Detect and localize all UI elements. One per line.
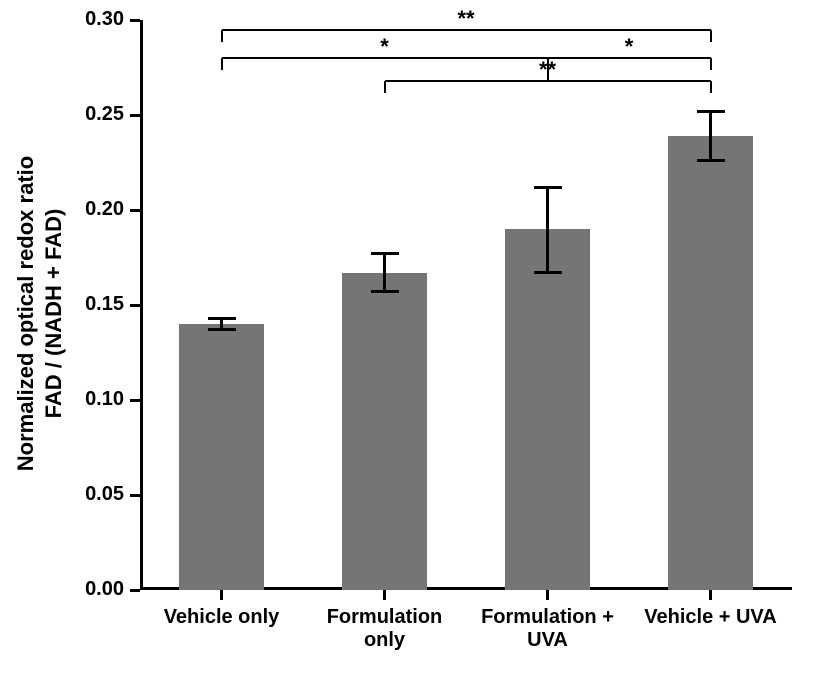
x-tick	[546, 590, 549, 600]
y-axis-title-container: Normalized optical redox ratio FAD / (NA…	[10, 0, 70, 626]
bar	[505, 229, 590, 590]
y-tick	[130, 589, 140, 592]
y-tick-label: 0.05	[64, 483, 124, 506]
significance-label: *	[355, 34, 415, 60]
y-tick	[130, 399, 140, 402]
error-cap	[534, 271, 562, 274]
y-tick	[130, 114, 140, 117]
significance-label: **	[436, 6, 496, 32]
bar	[668, 136, 753, 590]
error-cap	[534, 186, 562, 189]
y-tick	[130, 494, 140, 497]
significance-label: **	[518, 57, 578, 83]
y-tick-label: 0.00	[64, 578, 124, 601]
y-tick	[130, 304, 140, 307]
significance-line	[221, 30, 223, 42]
bar	[342, 273, 427, 590]
y-tick-label: 0.20	[64, 198, 124, 221]
y-tick-label: 0.10	[64, 388, 124, 411]
y-axis-title-line1: Normalized optical redox ratio	[14, 155, 39, 470]
y-tick-label: 0.30	[64, 8, 124, 31]
error-cap	[371, 252, 399, 255]
y-tick-label: 0.15	[64, 293, 124, 316]
significance-line	[221, 58, 223, 70]
significance-line	[710, 30, 712, 42]
error-cap	[697, 110, 725, 113]
y-axis-title-line2: FAD / (NADH + FAD)	[41, 208, 66, 418]
error-cap	[371, 290, 399, 293]
y-axis	[140, 20, 143, 590]
significance-line	[384, 81, 386, 93]
x-category-label: Vehicle only	[140, 606, 303, 629]
x-category-label: Formulation + UVA	[466, 606, 629, 652]
significance-line	[710, 81, 712, 93]
error-cap	[208, 328, 236, 331]
plot-area: 0.000.050.100.150.200.250.30Vehicle only…	[140, 20, 792, 590]
significance-line	[710, 58, 712, 70]
x-tick	[709, 590, 712, 600]
y-tick	[130, 19, 140, 22]
error-cap	[697, 159, 725, 162]
x-category-label: Formulation only	[303, 606, 466, 652]
y-axis-title: Normalized optical redox ratio FAD / (NA…	[13, 155, 68, 470]
significance-label: *	[599, 34, 659, 60]
x-tick	[383, 590, 386, 600]
error-bar	[546, 187, 549, 273]
y-tick-label: 0.25	[64, 103, 124, 126]
error-cap	[208, 317, 236, 320]
bar	[179, 324, 264, 590]
y-tick	[130, 209, 140, 212]
x-category-label: Vehicle + UVA	[629, 606, 792, 629]
x-tick	[220, 590, 223, 600]
error-bar	[383, 254, 386, 292]
error-bar	[709, 111, 712, 160]
bar-chart: Normalized optical redox ratio FAD / (NA…	[0, 0, 822, 686]
